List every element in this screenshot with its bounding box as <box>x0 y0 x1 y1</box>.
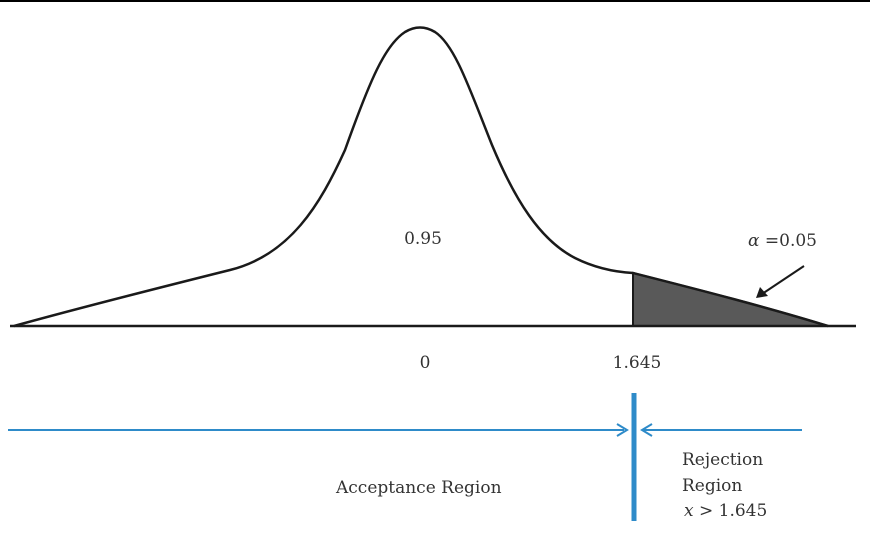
rejection-region-label: Rejection Region <box>682 447 763 499</box>
rejection-condition-variable: x <box>684 501 694 521</box>
acceptance-area-label: 0.95 <box>404 229 442 249</box>
rejection-label-line1: Rejection <box>682 450 764 470</box>
mean-tick-label: 0 <box>419 353 431 373</box>
rejection-arrow-head <box>640 423 653 437</box>
acceptance-region-label: Acceptance Region <box>336 478 502 498</box>
rejection-condition-threshold: > 1.645 <box>693 501 768 521</box>
alpha-label: α =0.05 <box>748 233 817 250</box>
distribution-curve <box>13 26 829 328</box>
acceptance-arrow-head <box>616 423 629 437</box>
alpha-symbol: α <box>748 231 760 251</box>
critical-value-label: 1.645 <box>612 353 662 373</box>
alpha-arrow-head <box>756 287 768 298</box>
rejection-label-line2: Region <box>682 476 743 496</box>
alpha-value: =0.05 <box>764 231 817 251</box>
rejection-condition: x > 1.645 <box>684 503 767 520</box>
alpha-arrow-shaft <box>761 265 805 295</box>
